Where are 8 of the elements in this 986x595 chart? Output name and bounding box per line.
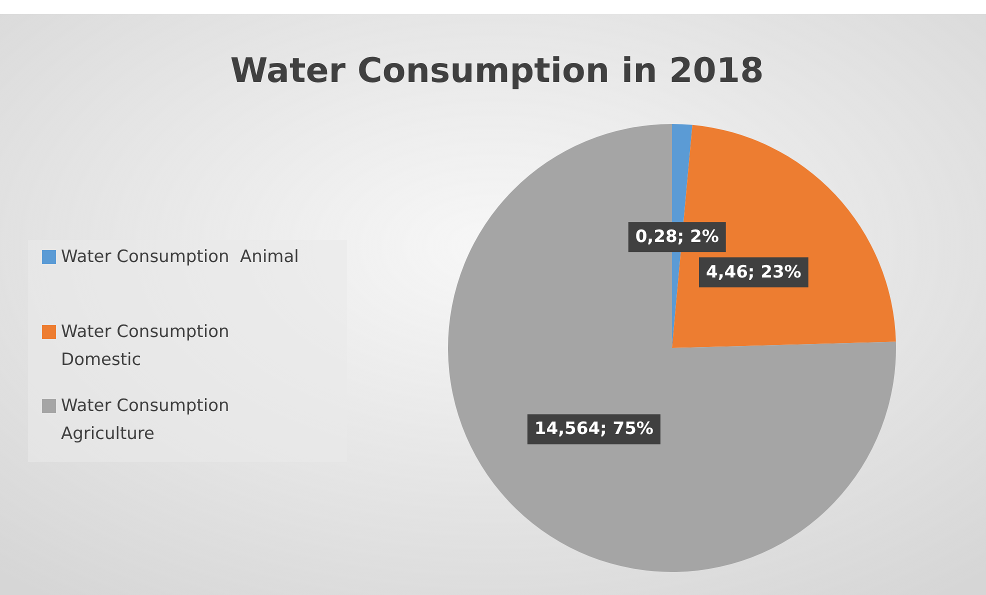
data-label: 14,564; 75% xyxy=(534,419,654,440)
legend-label: Water Consumption Animal xyxy=(61,247,299,267)
legend-label: Water Consumption Domestic xyxy=(61,322,230,370)
legend-label: Water Consumption Agriculture xyxy=(61,396,230,444)
chart-title: Water Consumption in 2018 xyxy=(230,51,764,91)
pie-slice xyxy=(448,124,896,572)
data-label: 0,28; 2% xyxy=(635,227,719,248)
data-label: 4,46; 23% xyxy=(706,262,802,282)
